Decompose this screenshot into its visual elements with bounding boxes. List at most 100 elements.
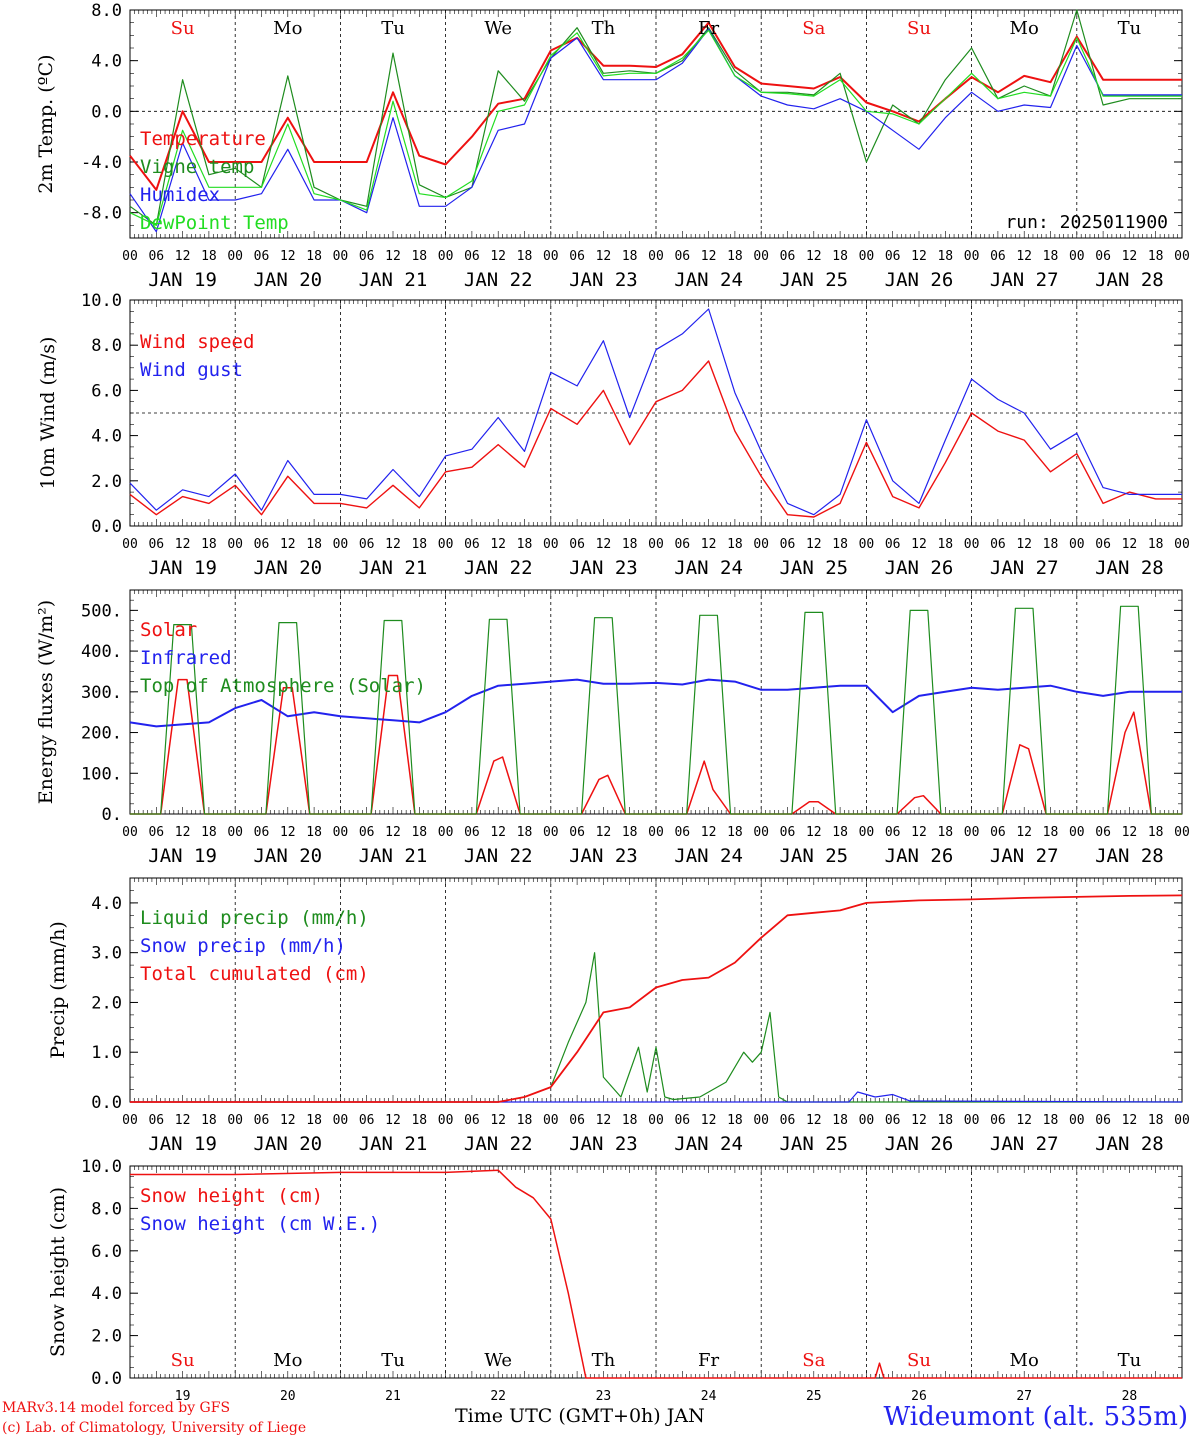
weekday-label: We bbox=[484, 1350, 512, 1371]
hour-tick-label: 18 bbox=[1043, 249, 1059, 264]
hour-tick-label: 12 bbox=[1122, 249, 1138, 264]
hour-tick-label: 00 bbox=[438, 1113, 454, 1128]
series-line-dewpoint-temp bbox=[129, 29, 1182, 226]
day-number-label: 28 bbox=[1122, 1389, 1138, 1400]
hour-tick-label: 12 bbox=[490, 537, 506, 552]
hour-tick-label: 18 bbox=[1043, 537, 1059, 552]
hour-tick-label: 18 bbox=[832, 825, 848, 840]
day-label: JAN 27 bbox=[990, 1133, 1059, 1155]
day-label: JAN 19 bbox=[148, 269, 217, 291]
y-tick-label: 10.0 bbox=[81, 291, 122, 311]
day-label: JAN 26 bbox=[885, 845, 954, 867]
hour-tick-label: 06 bbox=[674, 537, 690, 552]
hour-tick-label: 12 bbox=[175, 249, 191, 264]
y-tick-label: 1.0 bbox=[91, 1043, 122, 1063]
y-tick-label: 8.0 bbox=[91, 1199, 122, 1219]
hour-tick-label: 00 bbox=[543, 825, 559, 840]
hour-tick-label: 12 bbox=[596, 537, 612, 552]
hour-tick-label: 00 bbox=[964, 537, 980, 552]
day-label: JAN 23 bbox=[569, 557, 638, 579]
hour-tick-label: 12 bbox=[490, 249, 506, 264]
y-axis-label: Precip (mm/h) bbox=[47, 921, 69, 1059]
hour-tick-label: 00 bbox=[753, 249, 769, 264]
hour-tick-label: 18 bbox=[411, 249, 427, 264]
legend-entry: Wind speed bbox=[140, 331, 254, 353]
y-tick-label: -8.0 bbox=[81, 204, 122, 224]
hour-tick-label: 06 bbox=[780, 537, 796, 552]
hour-tick-label: 12 bbox=[596, 1113, 612, 1128]
hour-tick-label: 00 bbox=[227, 825, 243, 840]
hour-tick-label: 00 bbox=[543, 537, 559, 552]
hour-tick-label: 18 bbox=[1148, 1113, 1164, 1128]
day-label: JAN 20 bbox=[253, 1133, 322, 1155]
y-axis-label: 10m Wind (m/s) bbox=[37, 337, 59, 490]
series-line-snow-precip-mm-h- bbox=[130, 1091, 1183, 1103]
hour-tick-label: 06 bbox=[1095, 825, 1111, 840]
legend-entry: Top of Atmosphere (Solar) bbox=[140, 675, 426, 697]
hour-tick-label: 06 bbox=[780, 249, 796, 264]
hour-tick-label: 12 bbox=[596, 249, 612, 264]
hour-tick-label: 18 bbox=[411, 537, 427, 552]
hour-tick-label: 00 bbox=[333, 1113, 349, 1128]
hour-tick-label: 00 bbox=[1174, 825, 1190, 840]
day-label: JAN 20 bbox=[253, 269, 322, 291]
y-tick-label: 10.0 bbox=[81, 1157, 122, 1177]
hour-tick-label: 12 bbox=[280, 1113, 296, 1128]
hour-tick-label: 12 bbox=[806, 1113, 822, 1128]
hour-tick-label: 18 bbox=[411, 825, 427, 840]
hour-tick-label: 00 bbox=[1174, 1113, 1190, 1128]
y-axis-label: Energy fluxes (W/m²) bbox=[35, 600, 57, 804]
weekday-label: Sa bbox=[802, 1350, 825, 1371]
day-number-label: 22 bbox=[490, 1389, 506, 1400]
hour-tick-label: 12 bbox=[701, 825, 717, 840]
day-label: JAN 23 bbox=[569, 845, 638, 867]
hour-tick-label: 06 bbox=[674, 249, 690, 264]
y-tick-label: 4.0 bbox=[91, 427, 122, 447]
hour-tick-label: 00 bbox=[1069, 1113, 1085, 1128]
hour-tick-label: 06 bbox=[359, 249, 375, 264]
legend-entry: Snow precip (mm/h) bbox=[140, 935, 346, 957]
hour-tick-label: 12 bbox=[1122, 537, 1138, 552]
y-tick-label: 500. bbox=[81, 601, 122, 621]
weekday-label: Mo bbox=[1010, 18, 1039, 39]
weekday-label: Fr bbox=[698, 1350, 719, 1371]
hour-tick-label: 00 bbox=[122, 825, 138, 840]
day-number-label: 21 bbox=[385, 1389, 401, 1400]
hour-tick-label: 12 bbox=[490, 825, 506, 840]
panel-temp bbox=[129, 9, 1183, 239]
series-line-temperature bbox=[129, 21, 1182, 191]
hour-tick-label: 00 bbox=[859, 537, 875, 552]
hour-tick-label: 18 bbox=[201, 1113, 217, 1128]
hour-tick-label: 06 bbox=[254, 249, 270, 264]
panel-precip bbox=[129, 877, 1183, 1103]
day-label: JAN 19 bbox=[148, 557, 217, 579]
hour-tick-label: 06 bbox=[780, 1113, 796, 1128]
y-tick-label: 2.0 bbox=[91, 1327, 122, 1347]
hour-tick-label: 00 bbox=[859, 1113, 875, 1128]
meteogram: 8.0 4.0 0.0 -4.0 -8.0 2m Temp. (ºC) 00 06 12 18 00… bbox=[35, 1, 1190, 1400]
hour-tick-label: 18 bbox=[622, 1113, 638, 1128]
weekday-label: We bbox=[484, 18, 512, 39]
hour-tick-label: 00 bbox=[859, 249, 875, 264]
hour-tick-label: 06 bbox=[569, 249, 585, 264]
y-tick-label: 8.0 bbox=[91, 1, 122, 21]
hour-tick-label: 18 bbox=[832, 537, 848, 552]
weekday-label: Tu bbox=[1118, 18, 1142, 39]
hour-tick-label: 12 bbox=[1122, 825, 1138, 840]
hour-tick-label: 06 bbox=[148, 249, 164, 264]
hour-tick-label: 06 bbox=[780, 825, 796, 840]
hour-tick-label: 18 bbox=[727, 1113, 743, 1128]
y-tick-label: 4.0 bbox=[91, 1284, 122, 1304]
y-tick-label: 0.0 bbox=[91, 1093, 122, 1113]
hour-tick-label: 06 bbox=[148, 1113, 164, 1128]
series-line-wind-gust bbox=[129, 308, 1182, 516]
legend-entry: Snow height (cm W.E.) bbox=[140, 1213, 380, 1235]
hour-tick-label: 00 bbox=[648, 1113, 664, 1128]
y-axis-label: 2m Temp. (ºC) bbox=[35, 54, 57, 193]
day-number-label: 24 bbox=[701, 1389, 717, 1400]
hour-tick-label: 12 bbox=[911, 1113, 927, 1128]
hour-tick-label: 12 bbox=[1016, 249, 1032, 264]
hour-tick-label: 00 bbox=[227, 537, 243, 552]
hour-tick-label: 12 bbox=[385, 537, 401, 552]
legend-entry: Wind gust bbox=[140, 359, 243, 381]
